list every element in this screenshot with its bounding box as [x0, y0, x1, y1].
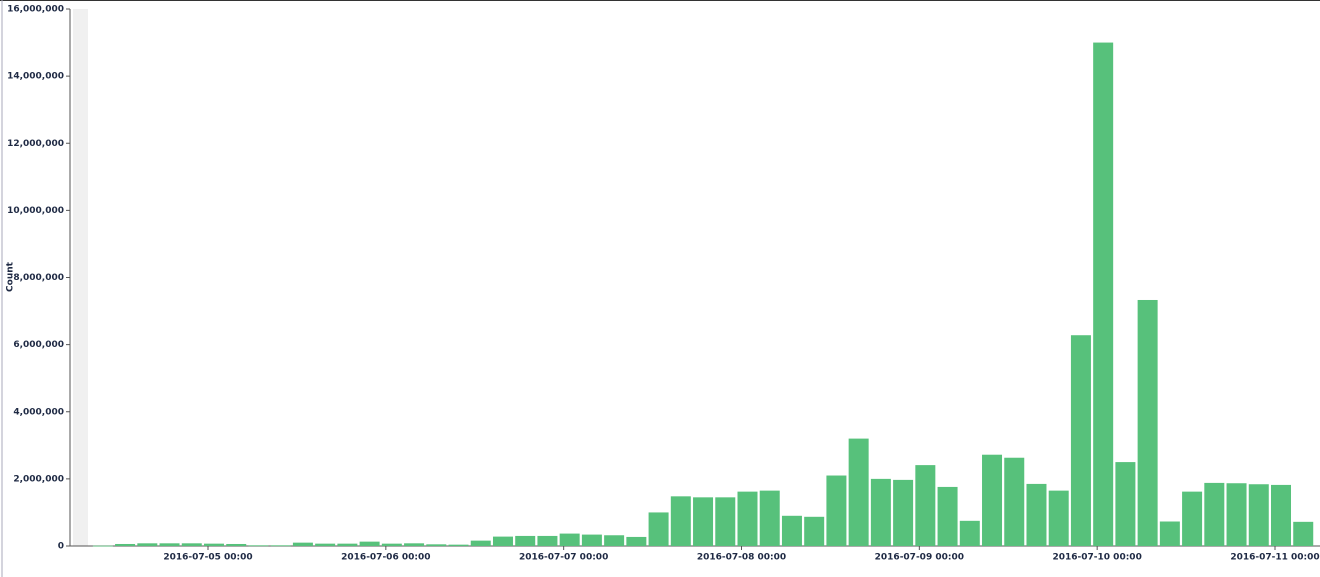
bar: [226, 543, 247, 546]
bar: [248, 545, 269, 547]
bar: [648, 512, 669, 546]
bar: [715, 497, 736, 546]
bar: [1248, 484, 1269, 546]
x-tick-label: 2016-07-07 00:00: [519, 553, 608, 563]
bar: [870, 478, 891, 546]
bar: [670, 496, 691, 546]
y-tick-label: 16,000,000: [7, 5, 64, 15]
bar: [759, 490, 780, 546]
bar: [1004, 457, 1025, 546]
bar: [1093, 42, 1114, 546]
x-tick-label: 2016-07-08 00:00: [697, 553, 786, 563]
bar: [115, 543, 136, 546]
brush-area: [73, 9, 88, 546]
bar: [137, 543, 158, 546]
bar: [181, 543, 202, 546]
bar: [982, 454, 1003, 546]
bar: [804, 516, 825, 546]
bar: [426, 544, 447, 546]
bar: [826, 475, 847, 546]
x-tick-label: 2016-07-10 00:00: [1052, 553, 1141, 563]
bar: [937, 486, 958, 546]
y-tick-label: 8,000,000: [13, 273, 64, 283]
bar: [737, 491, 758, 546]
bar: [404, 543, 425, 546]
bar: [959, 520, 980, 546]
bar: [693, 497, 714, 546]
bar: [1159, 521, 1180, 546]
y-tick-label: 14,000,000: [7, 72, 64, 82]
y-tick-label: 4,000,000: [13, 407, 64, 417]
bar: [1204, 482, 1225, 546]
bar: [1070, 335, 1091, 546]
bar: [92, 545, 113, 547]
bar: [381, 543, 402, 546]
x-tick-label: 2016-07-06 00:00: [341, 553, 430, 563]
bar: [470, 540, 491, 546]
bar: [448, 544, 469, 546]
bar: [159, 543, 180, 546]
y-tick-label: 6,000,000: [13, 340, 64, 350]
bar: [1048, 490, 1069, 546]
y-axis-label: Count: [6, 261, 16, 292]
x-tick-label: 2016-07-09 00:00: [875, 553, 964, 563]
bar: [559, 533, 580, 546]
bar: [1026, 483, 1047, 546]
x-tick-label: 2016-07-05 00:00: [163, 553, 252, 563]
y-tick-label: 2,000,000: [13, 474, 64, 484]
bar: [626, 536, 647, 546]
bar: [1115, 462, 1136, 546]
bar: [848, 438, 869, 546]
bar: [581, 534, 602, 546]
bar: [515, 535, 536, 546]
bar: [1137, 299, 1158, 546]
bar: [893, 479, 914, 546]
bar: [781, 515, 802, 546]
bar: [1182, 491, 1203, 546]
bar: [1226, 483, 1247, 546]
bar: [1271, 484, 1291, 546]
x-tick-label: 2016-07-11 00:00: [1230, 553, 1319, 563]
bar: [492, 536, 513, 546]
y-tick-label: 0: [58, 542, 64, 552]
bar: [604, 535, 625, 546]
bar: [915, 465, 936, 546]
bar: [315, 543, 336, 546]
y-tick-label: 10,000,000: [7, 206, 64, 216]
bar: [537, 535, 558, 546]
bar: [1293, 521, 1314, 546]
bar: [359, 541, 380, 546]
bar: [270, 545, 291, 547]
y-tick-label: 12,000,000: [7, 139, 64, 149]
bar: [292, 542, 313, 546]
bar: [204, 543, 224, 546]
bar: [337, 543, 358, 546]
